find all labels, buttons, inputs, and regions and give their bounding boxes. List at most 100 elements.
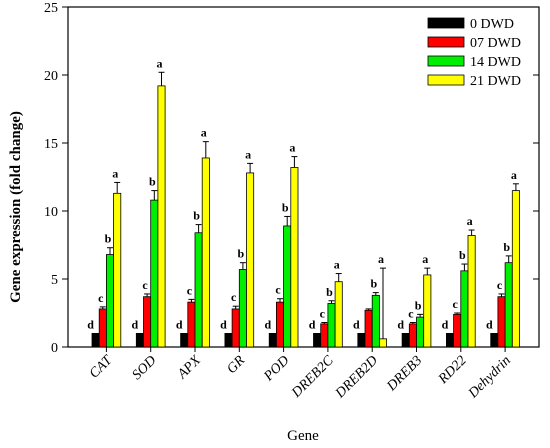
significance-letter: a: [511, 168, 517, 182]
bar: [246, 172, 255, 348]
legend-item: 14 DWD: [427, 55, 521, 70]
significance-letter: d: [87, 317, 94, 331]
x-tick-label-dreb2c: DREB2C: [289, 353, 338, 402]
bar: [238, 269, 247, 348]
significance-letter: c: [497, 278, 503, 292]
significance-letter: c: [320, 307, 326, 321]
bar: [187, 301, 196, 348]
bar: [511, 190, 520, 348]
bar: [445, 332, 454, 348]
y-tick-label: 0: [51, 341, 58, 356]
significance-letter: d: [220, 317, 227, 331]
bar: [460, 270, 469, 348]
significance-letter: b: [105, 232, 112, 246]
y-tick-label: 25: [44, 1, 58, 16]
bar: [357, 332, 366, 348]
bar: [364, 309, 373, 348]
x-tick-label-rd22: RD22: [435, 353, 469, 387]
bar: [453, 313, 462, 348]
bar: [224, 332, 233, 348]
bar: [504, 262, 513, 348]
bar: [320, 323, 329, 348]
bar-group-cat: dc b a: [87, 166, 122, 348]
significance-letter: c: [275, 283, 281, 297]
significance-letter: b: [149, 175, 156, 189]
bar: [180, 332, 189, 348]
legend-item: 07 DWD: [427, 36, 521, 51]
x-tick-label-dehydrin: Dehydrin: [465, 353, 514, 402]
significance-letter: c: [187, 283, 193, 297]
bar-group-dreb2d: d ba: [353, 252, 387, 348]
significance-letter: a: [467, 214, 473, 228]
legend-label: 07 DWD: [470, 36, 521, 51]
legend-swatch: [427, 55, 465, 67]
y-tick-label: 20: [44, 69, 58, 84]
significance-letter: b: [415, 298, 422, 312]
bar: [231, 308, 240, 348]
significance-letter: a: [112, 166, 118, 180]
x-tick-label-dreb2d: DREB2D: [332, 353, 381, 402]
legend-swatch: [427, 17, 465, 29]
bar: [135, 332, 144, 348]
bar: [143, 296, 152, 348]
significance-letter: d: [132, 317, 139, 331]
bar-group-sod: d c b a: [132, 56, 166, 348]
significance-letter: a: [334, 258, 340, 272]
y-tick-label: 10: [44, 205, 58, 220]
bar: [408, 323, 417, 348]
bar-group-dehydrin: d c b a: [486, 168, 520, 348]
significance-letter: c: [408, 307, 414, 321]
significance-letter: b: [459, 248, 466, 262]
significance-letter: b: [282, 200, 289, 214]
legend-item: 0 DWD: [427, 17, 514, 32]
legend-item: 21 DWD: [427, 74, 521, 89]
x-axis-title: Gene: [287, 428, 319, 444]
legend: 0 DWD 07 DWD 14 DWD 21 DWD: [427, 17, 521, 89]
y-tick-label: 15: [44, 137, 58, 152]
bar-group-dreb3: dcb a: [397, 252, 432, 348]
significance-letter: b: [326, 285, 333, 299]
significance-letter: a: [378, 252, 384, 266]
significance-letter: c: [98, 291, 104, 305]
bar: [106, 254, 115, 348]
significance-letter: d: [486, 317, 493, 331]
bar: [98, 308, 107, 348]
significance-letter: d: [176, 317, 183, 331]
significance-letter: a: [289, 141, 295, 155]
bar: [268, 332, 277, 348]
legend-swatch: [427, 74, 465, 86]
x-tick-label-sod: SOD: [130, 353, 160, 383]
y-axis: 0 5 10 15 20 25: [44, 1, 539, 356]
significance-letter: a: [201, 126, 207, 140]
bar-group-pod: d c b a: [264, 141, 299, 348]
bar-group-gr: dc b a: [220, 147, 255, 348]
bar: [313, 332, 322, 348]
legend-label: 14 DWD: [470, 55, 521, 70]
significance-letter: a: [422, 252, 428, 266]
significance-letter: b: [370, 277, 377, 291]
x-tick-label-gr: GR: [224, 353, 248, 377]
significance-letter: b: [503, 240, 510, 254]
bar: [371, 294, 380, 348]
bar: [334, 281, 343, 348]
significance-letter: c: [453, 297, 459, 311]
bar: [423, 274, 432, 348]
x-tick-label-dreb3: DREB3: [384, 353, 426, 395]
bar: [290, 167, 299, 348]
significance-letter: d: [309, 317, 316, 331]
bar: [401, 332, 410, 348]
bar: [467, 235, 476, 348]
bar: [91, 332, 100, 348]
bar: [194, 232, 203, 348]
x-tick-label-apx: APX: [174, 353, 204, 383]
bar-group-rd22: dc b a: [442, 214, 476, 348]
bar: [150, 199, 159, 348]
bar: [497, 296, 506, 348]
x-tick-label-cat: CAT: [87, 352, 116, 381]
y-tick-label: 5: [51, 273, 58, 288]
bar: [157, 85, 166, 348]
legend-label: 21 DWD: [470, 74, 521, 89]
